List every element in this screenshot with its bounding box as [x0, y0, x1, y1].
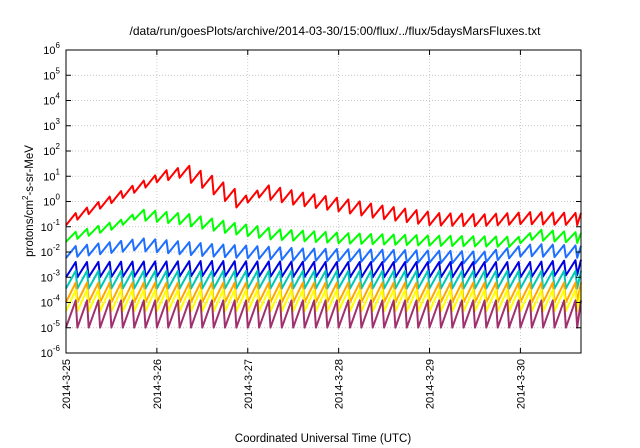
y-axis-label-main: protons/cm	[24, 200, 36, 257]
y-tick-base: 10	[41, 272, 53, 284]
y-tick-exponent: -4	[53, 294, 61, 303]
y-tick-label: 102	[43, 142, 60, 158]
y-tick-label: 105	[43, 66, 60, 82]
y-tick-exponent: -1	[53, 218, 61, 227]
y-tick-label: 106	[43, 41, 60, 57]
y-tick-exponent: 5	[56, 66, 61, 75]
y-tick-label: 10-4	[41, 294, 61, 310]
x-tick-label: 2014-3-26	[152, 359, 164, 409]
x-axis-ticks: 2014-3-25 2014-3-26 2014-3-27 2014-3-28 2014…	[61, 50, 527, 409]
y-tick-exponent: 6	[56, 41, 61, 50]
y-tick-label: 10-1	[41, 218, 61, 234]
y-tick-base: 10	[41, 247, 53, 259]
y-tick-label: 100	[43, 193, 60, 209]
y-tick-label: 103	[43, 117, 60, 133]
series-line-4	[65, 259, 582, 279]
y-tick-label: 10-6	[41, 344, 61, 360]
y-tick-base: 10	[41, 323, 53, 335]
y-tick-label: 101	[43, 167, 60, 183]
y-tick-exponent: 1	[56, 167, 61, 176]
y-axis-label-superscript: 2	[21, 195, 30, 200]
y-tick-exponent: 2	[56, 142, 61, 151]
x-tick-label: 2014-3-30	[515, 359, 527, 409]
y-tick-base: 10	[43, 121, 55, 133]
series-line-8	[65, 299, 582, 329]
y-tick-exponent: -6	[53, 344, 61, 353]
x-tick-label: 2014-3-28	[334, 359, 346, 409]
y-tick-exponent: -3	[53, 268, 61, 277]
x-axis-label: Coordinated Universal Time (UTC)	[235, 433, 412, 445]
series-line-1	[65, 164, 582, 228]
y-tick-base: 10	[43, 171, 55, 183]
y-tick-label: 10-2	[41, 243, 61, 259]
series-line-3	[65, 237, 582, 265]
y-tick-exponent: 4	[56, 92, 61, 101]
y-tick-exponent: -2	[53, 243, 61, 252]
x-tick-label: 2014-3-27	[243, 359, 255, 409]
series-group	[65, 164, 582, 329]
x-tick-label: 2014-3-29	[425, 359, 437, 409]
y-tick-base: 10	[41, 348, 53, 360]
y-axis-ticks: 10-610-510-410-310-210-11001011021031041…	[41, 41, 581, 360]
x-tick-label: 2014-3-25	[61, 359, 73, 409]
y-tick-label: 10-5	[41, 319, 61, 335]
y-tick-base: 10	[43, 45, 55, 57]
y-tick-exponent: 3	[56, 117, 61, 126]
y-tick-base: 10	[43, 96, 55, 108]
y-tick-base: 10	[43, 70, 55, 82]
y-tick-base: 10	[41, 222, 53, 234]
y-tick-base: 10	[43, 146, 55, 158]
series-line-5	[65, 269, 582, 290]
y-tick-exponent: 0	[56, 193, 61, 202]
y-tick-base: 10	[43, 197, 55, 209]
y-axis-label: protons/cm2-s-sr-MeV	[21, 145, 36, 257]
y-tick-exponent: -5	[53, 319, 61, 328]
chart-title: /data/run/goesPlots/archive/2014-03-30/1…	[130, 24, 542, 38]
y-tick-label: 104	[43, 92, 60, 108]
y-tick-label: 10-3	[41, 268, 61, 284]
y-tick-base: 10	[41, 298, 53, 310]
y-axis-label-rest: -s-sr-MeV	[24, 145, 36, 196]
series-line-2	[65, 208, 582, 248]
